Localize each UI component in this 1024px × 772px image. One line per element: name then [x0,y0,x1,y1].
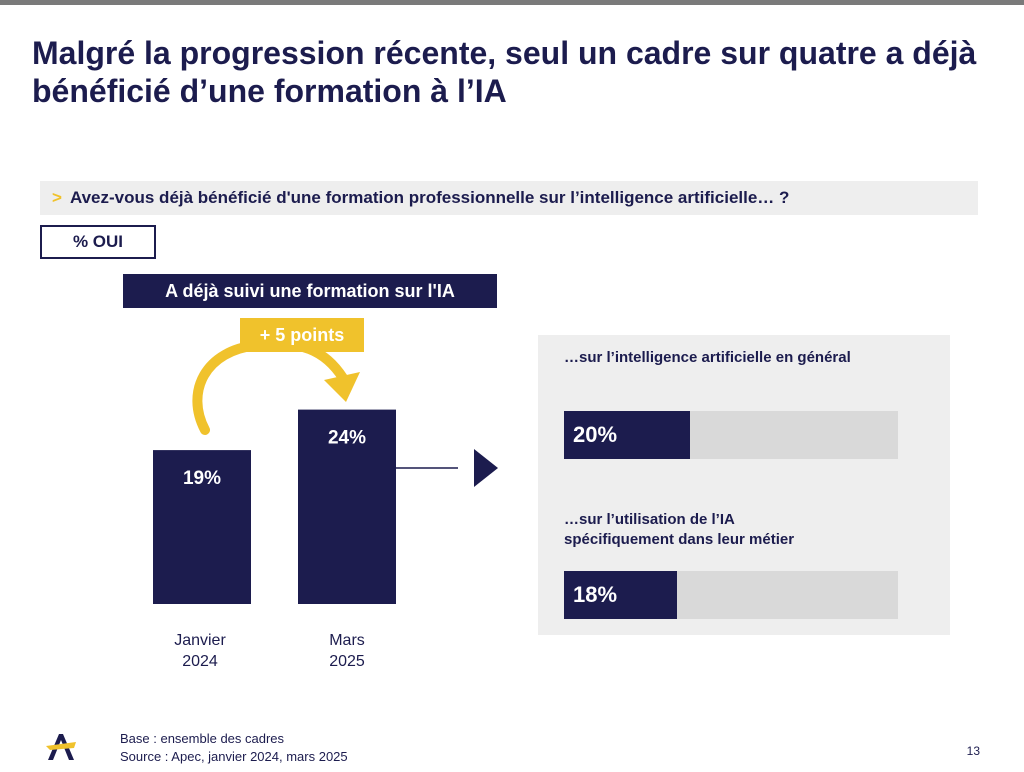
survey-question: > Avez-vous déjà bénéficié d'une formatio… [40,181,978,215]
hbar-track-0: 20% [564,411,898,459]
connector-arrow-icon [474,449,498,487]
top-rule [0,0,1024,5]
bar-value-label-1: 24% [328,428,366,449]
percent-yes-badge: % OUI [40,225,156,259]
hbar-fill-1: 18% [564,571,677,619]
hbar-fill-0: 20% [564,411,690,459]
bar-value-label-0: 19% [183,468,221,489]
question-text: Avez-vous déjà bénéficié d'une formation… [69,188,790,207]
hbar-label-1-0: …sur l’utilisation de l’IA [564,511,735,528]
chart-title-band: A déjà suivi une formation sur l'IA [123,274,497,308]
apec-logo-icon [46,734,76,760]
curved-arrow-head-icon [324,372,360,402]
page-number: 13 [966,744,980,758]
page-title: Malgré la progression récente, seul un c… [32,35,977,109]
footer-notes: Base : ensemble des cadres Source : Apec… [120,730,348,766]
category-label-1-0: Mars [329,632,365,649]
bar-1 [298,409,396,604]
hbar-track-1: 18% [564,571,898,619]
category-label-0-0: Janvier [174,632,226,649]
category-label-1-1: 2025 [329,653,365,670]
hbar-label-1-1: spécifiquement dans leur métier [564,531,795,548]
hbar-label-0-0: …sur l’intelligence artificielle en géné… [564,349,851,366]
footer-source: Source : Apec, janvier 2024, mars 2025 [120,749,348,764]
chevron-right-icon: > [52,188,62,207]
bar-0 [153,450,251,604]
footer-base: Base : ensemble des cadres [120,731,285,746]
category-label-0-1: 2024 [182,653,218,670]
change-badge: + 5 points [240,318,364,352]
